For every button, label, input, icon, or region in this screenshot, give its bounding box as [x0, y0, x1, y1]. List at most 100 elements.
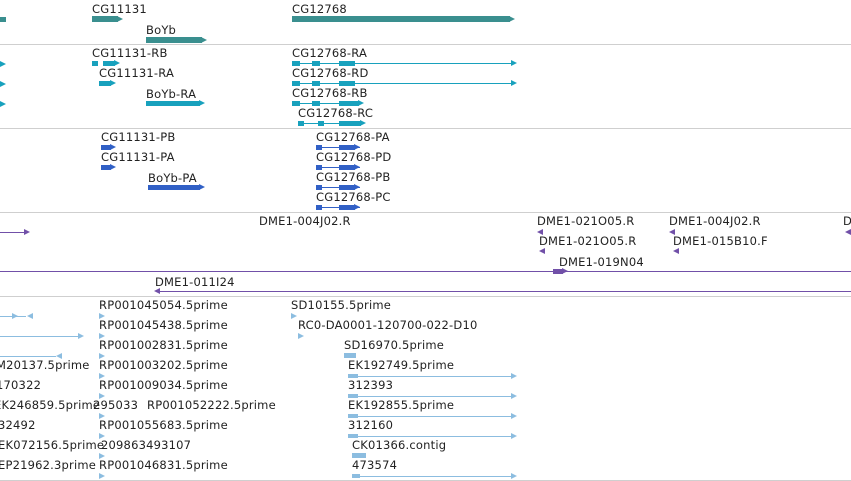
transcript-intron-line	[292, 103, 362, 104]
arrow-right-icon	[99, 453, 105, 459]
est-label: 209863493107	[101, 438, 192, 452]
est-label: RP001055683.5prime	[99, 418, 228, 432]
gene-bar-cg12768[interactable]	[292, 16, 510, 22]
protein-track: CG11131-PB CG11131-PA BoYb-PA CG12768-PA…	[0, 129, 851, 213]
arrow-left-icon	[845, 229, 851, 235]
gene-label-cg12768: CG12768	[292, 2, 347, 16]
est-line	[352, 476, 514, 477]
protein-bar[interactable]	[316, 185, 322, 190]
protein-label: CG12768-PC	[316, 190, 391, 204]
transcript-bar[interactable]	[312, 101, 320, 106]
transcript-bar[interactable]	[103, 61, 115, 66]
arrow-right-icon	[354, 204, 360, 210]
arrow-right-icon	[110, 80, 116, 86]
transcript-bar[interactable]	[339, 61, 355, 66]
gene-track: CG11131 BoYb CG12768	[0, 0, 851, 45]
transcript-bar[interactable]	[339, 101, 359, 106]
transcript-label: CG12768-RA	[292, 46, 368, 60]
arrow-right-icon	[562, 268, 568, 274]
transcript-label: BoYb-RA	[146, 87, 197, 101]
protein-label: CG11131-PA	[101, 150, 175, 164]
arrow-right-icon	[12, 313, 18, 319]
protein-bar[interactable]	[316, 205, 322, 210]
protein-bar[interactable]	[101, 165, 111, 170]
arrow-right-icon	[199, 184, 205, 190]
arrow-right-icon	[99, 433, 105, 439]
est-label: EK192749.5prime	[348, 358, 455, 372]
est-label: EK192855.5prime	[348, 398, 455, 412]
transcript-intron-line	[298, 123, 362, 124]
arrow-left-icon	[673, 248, 679, 254]
clone-label: DME1-019N04	[559, 255, 644, 269]
arrow-right-icon	[24, 229, 30, 235]
arrow-right-icon	[110, 144, 116, 150]
transcript-bar[interactable]	[312, 81, 320, 86]
est-label: RP001045438.5prime	[99, 318, 228, 332]
est-label: 32492	[0, 418, 36, 432]
gene-label-boyb: BoYb	[146, 23, 177, 37]
arrow-right-icon	[199, 100, 205, 106]
transcript-bar[interactable]	[312, 61, 320, 66]
protein-bar[interactable]	[316, 145, 322, 150]
est-label: 312160	[348, 418, 394, 432]
est-line	[348, 416, 514, 417]
est-label: SD10155.5prime	[291, 298, 392, 312]
transcript-bar[interactable]	[318, 121, 324, 126]
transcript-bar[interactable]	[339, 121, 361, 126]
clone-label: DME1-015B10.F	[673, 234, 768, 248]
transcript-intron-line	[292, 63, 514, 64]
arrow-right-icon	[354, 184, 360, 190]
est-line	[348, 396, 514, 397]
transcript-bar[interactable]	[292, 61, 300, 66]
est-bar[interactable]	[348, 414, 358, 418]
gene-bar-offscreen[interactable]	[0, 17, 6, 22]
gene-bar-boyb[interactable]	[146, 37, 202, 43]
clone-bar[interactable]	[553, 269, 563, 274]
est-bar[interactable]	[352, 474, 360, 478]
clone-track: DME1-004J02.R DME1-021O05.R DME1-004J02.…	[0, 213, 851, 297]
transcript-bar[interactable]	[298, 121, 304, 126]
transcript-bar[interactable]	[92, 61, 98, 66]
arrow-right-icon	[99, 313, 105, 319]
protein-bar[interactable]	[339, 165, 355, 170]
est-bar[interactable]	[348, 394, 358, 398]
transcript-bar[interactable]	[339, 81, 355, 86]
transcript-label: CG12768-RC	[298, 106, 374, 120]
est-bar[interactable]	[352, 453, 366, 458]
protein-label: CG11131-PB	[101, 130, 176, 144]
arrow-right-icon	[511, 393, 517, 399]
arrow-right-icon	[511, 473, 517, 479]
arrow-left-icon	[154, 288, 160, 294]
arrow-right-icon	[511, 373, 517, 379]
est-label: RP001009034.5prime	[99, 378, 228, 392]
est-label: M20137.5prime	[0, 358, 90, 372]
clone-label: DME1-004J02.R	[669, 214, 761, 228]
est-label: 295033	[93, 398, 139, 412]
arrow-right-icon	[114, 60, 120, 66]
arrow-right-icon	[99, 353, 105, 359]
est-label: SD16970.5prime	[344, 338, 445, 352]
arrow-right-icon	[99, 473, 105, 479]
arrow-right-icon	[99, 333, 105, 339]
est-bar[interactable]	[348, 374, 358, 378]
protein-bar[interactable]	[339, 205, 355, 210]
clone-label: DME1-021O05.R	[539, 234, 637, 248]
protein-bar[interactable]	[101, 145, 111, 150]
arrow-right-icon	[511, 60, 517, 66]
protein-bar[interactable]	[339, 145, 355, 150]
arrow-right-icon	[291, 313, 297, 319]
clone-label: DME1-004J02.R	[259, 214, 351, 228]
arrow-right-icon	[99, 393, 105, 399]
gene-bar-cg11131[interactable]	[92, 16, 118, 22]
protein-bar[interactable]	[339, 185, 355, 190]
transcript-bar[interactable]	[99, 81, 111, 86]
protein-bar[interactable]	[316, 165, 322, 170]
transcript-bar[interactable]	[146, 101, 200, 106]
protein-bar[interactable]	[148, 185, 200, 190]
transcript-bar[interactable]	[292, 81, 300, 86]
est-bar[interactable]	[344, 353, 356, 358]
transcript-bar[interactable]	[292, 101, 300, 106]
clone-label: D	[843, 214, 851, 228]
arrow-right-icon	[360, 120, 366, 126]
est-bar[interactable]	[348, 434, 358, 438]
